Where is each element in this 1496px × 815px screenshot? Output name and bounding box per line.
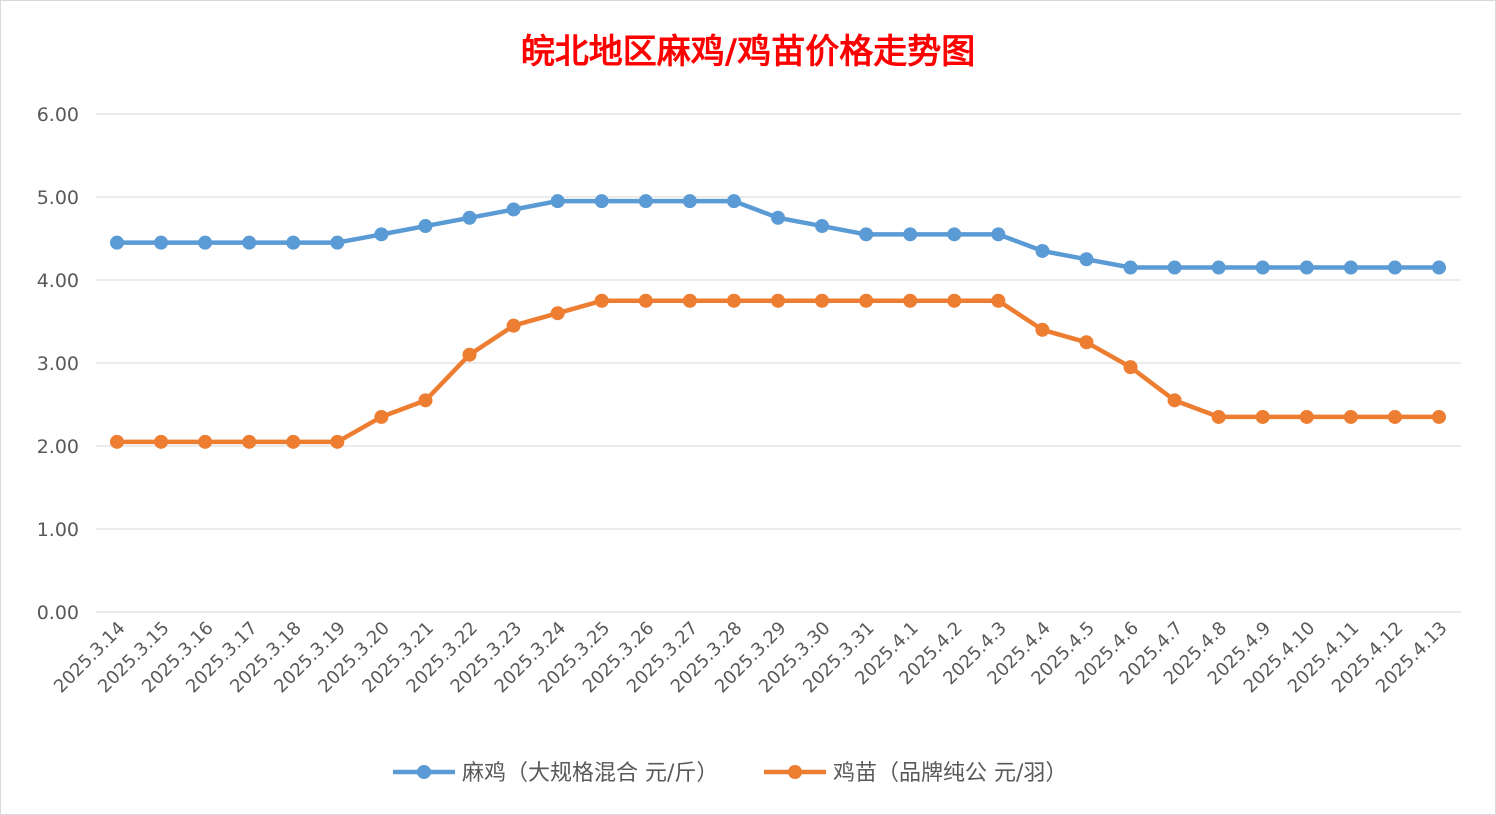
legend: 麻鸡（大规格混合 元/斤） 鸡苗（品牌纯公 元/羽） bbox=[393, 761, 1067, 786]
legend-marker bbox=[417, 765, 431, 779]
data-point bbox=[330, 434, 345, 449]
data-point bbox=[1299, 409, 1314, 424]
data-point bbox=[110, 235, 124, 250]
grid-layer bbox=[96, 113, 1461, 613]
y-tick-label: 0.00 bbox=[37, 602, 79, 624]
y-tick-label: 3.00 bbox=[37, 353, 79, 375]
y-tick-label: 1.00 bbox=[37, 519, 79, 541]
data-point bbox=[330, 235, 345, 250]
data-point bbox=[1343, 260, 1358, 275]
data-point bbox=[1299, 260, 1314, 275]
series-1 bbox=[110, 194, 1446, 275]
data-point bbox=[682, 293, 697, 308]
y-tick-label: 4.00 bbox=[37, 270, 79, 292]
legend-item: 鸡苗（品牌纯公 元/羽） bbox=[764, 761, 1067, 786]
data-point bbox=[374, 409, 389, 424]
x-axis-tick-labels: 2025.3.142025.3.152025.3.162025.3.172025… bbox=[50, 618, 1452, 698]
data-point bbox=[506, 202, 521, 217]
data-point bbox=[859, 293, 874, 308]
data-point bbox=[550, 306, 565, 321]
data-point bbox=[1387, 260, 1402, 275]
data-point bbox=[594, 293, 609, 308]
data-point bbox=[1432, 409, 1446, 424]
data-point bbox=[947, 293, 962, 308]
data-point bbox=[947, 227, 962, 242]
data-point bbox=[198, 235, 213, 250]
data-point bbox=[462, 210, 477, 225]
data-point bbox=[462, 347, 477, 362]
data-point bbox=[638, 194, 653, 209]
series-2 bbox=[110, 293, 1446, 449]
data-point bbox=[1123, 360, 1138, 375]
data-point bbox=[815, 219, 830, 234]
data-point bbox=[815, 293, 830, 308]
data-point bbox=[1255, 260, 1270, 275]
data-point bbox=[1167, 393, 1182, 408]
y-tick-label: 2.00 bbox=[37, 436, 79, 458]
data-point bbox=[1035, 322, 1050, 337]
data-point bbox=[903, 293, 918, 308]
data-point bbox=[374, 227, 389, 242]
data-point bbox=[594, 194, 609, 209]
data-point bbox=[1387, 409, 1402, 424]
legend-label: 麻鸡（大规格混合 元/斤） bbox=[462, 761, 718, 786]
y-axis-tick-labels: 0.00 1.00 2.00 3.00 4.00 5.00 6.00 bbox=[37, 104, 79, 624]
data-point bbox=[286, 434, 301, 449]
data-point bbox=[154, 235, 169, 250]
y-tick-label: 6.00 bbox=[37, 104, 79, 126]
data-point bbox=[1211, 260, 1226, 275]
data-point bbox=[726, 293, 741, 308]
data-point bbox=[242, 235, 257, 250]
data-point bbox=[1123, 260, 1138, 275]
legend-label: 鸡苗（品牌纯公 元/羽） bbox=[833, 761, 1067, 786]
data-point bbox=[771, 210, 785, 225]
data-point bbox=[1211, 409, 1226, 424]
data-point bbox=[638, 293, 653, 308]
data-point bbox=[991, 227, 1006, 242]
data-point bbox=[110, 434, 124, 449]
data-point bbox=[506, 318, 521, 333]
y-tick-label: 5.00 bbox=[37, 187, 79, 209]
series-layer bbox=[110, 194, 1446, 449]
data-point bbox=[1432, 260, 1446, 275]
data-point bbox=[1255, 409, 1270, 424]
data-point bbox=[242, 434, 257, 449]
series-line bbox=[114, 298, 1442, 445]
data-point bbox=[903, 227, 918, 242]
data-point bbox=[1079, 335, 1094, 350]
data-point bbox=[726, 194, 741, 209]
legend-item: 麻鸡（大规格混合 元/斤） bbox=[393, 761, 718, 786]
data-point bbox=[1343, 409, 1358, 424]
data-point bbox=[1079, 252, 1094, 267]
data-point bbox=[991, 293, 1006, 308]
data-point bbox=[198, 434, 213, 449]
data-point bbox=[859, 227, 874, 242]
data-point bbox=[771, 293, 785, 308]
data-point bbox=[286, 235, 301, 250]
data-point bbox=[1035, 243, 1050, 258]
data-point bbox=[154, 434, 169, 449]
data-point bbox=[1167, 260, 1182, 275]
data-point bbox=[682, 194, 697, 209]
legend-marker bbox=[788, 765, 802, 779]
chart-title: 皖北地区麻鸡/鸡苗价格走势图 bbox=[521, 32, 975, 72]
data-point bbox=[418, 219, 433, 234]
data-point bbox=[550, 194, 565, 209]
data-point bbox=[418, 393, 433, 408]
